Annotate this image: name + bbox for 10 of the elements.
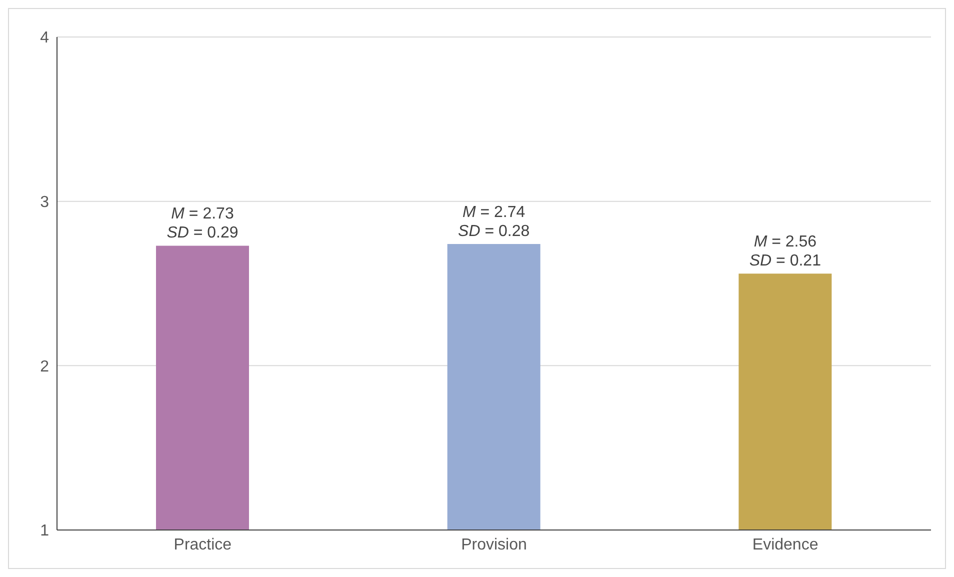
y-tick-label: 2	[40, 358, 50, 376]
data-label: M = 2.56 SD = 0.21	[749, 234, 822, 270]
data-label: M = 2.73 SD = 0.29	[166, 206, 238, 242]
x-tick-label: Evidence	[752, 536, 818, 554]
data-label: M = 2.74 SD = 0.28	[458, 204, 530, 240]
y-tick-label: 3	[40, 194, 50, 212]
y-tick-label: 1	[40, 522, 50, 540]
x-tick-label: Provision	[461, 536, 527, 554]
x-tick-label: Practice	[174, 536, 232, 554]
y-tick-label: 4	[40, 30, 50, 47]
